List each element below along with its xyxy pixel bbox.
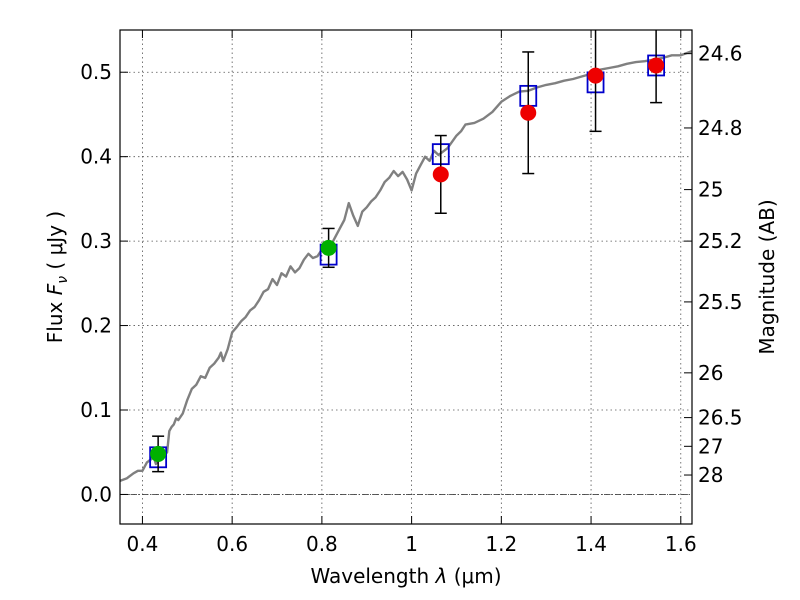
data-markers (149, 30, 666, 473)
x-axis-label: Wavelength λ (μm) (310, 564, 501, 588)
observed-flux-point (587, 67, 604, 84)
y-tick-label: 0.0 (80, 482, 112, 506)
observed-flux-point (432, 166, 449, 183)
x-tick-label: 1.6 (665, 532, 697, 556)
x-tick-label: 1 (405, 532, 418, 556)
plot-frame (119, 29, 693, 525)
observed-flux-point (150, 445, 167, 462)
magnitude-axis-ticks: 24.6 24.8 25 25.2 25.5 26 26.5 27 28 (684, 42, 743, 487)
model-spectrum-line (119, 49, 693, 483)
grid (120, 30, 692, 524)
magnitude-tick-label: 25 (698, 178, 723, 202)
magnitude-tick-label: 24.6 (698, 42, 743, 66)
y-tick-label: 0.4 (80, 145, 112, 169)
x-tick-label: 1.4 (575, 532, 607, 556)
x-tick-label: 1.2 (485, 532, 517, 556)
y-tick-label: 0.2 (80, 314, 112, 338)
magnitude-tick-label: 26.5 (698, 406, 743, 430)
magnitude-tick-label: 27 (698, 434, 723, 458)
magnitude-tick-label: 28 (698, 463, 723, 487)
y-tick-label: 0.1 (80, 398, 112, 422)
x-axis-ticks: 0.4 0.6 0.8 1 1.2 1.4 1.6 (127, 30, 697, 556)
x-tick-label: 0.4 (127, 532, 159, 556)
observed-flux-point (648, 57, 665, 74)
y-axis-ticks: 0.0 0.1 0.2 0.3 0.4 0.5 (80, 60, 128, 506)
magnitude-tick-label: 25.5 (698, 290, 743, 314)
magnitude-axis-label: Magnitude (AB) (755, 199, 779, 354)
magnitude-tick-label: 25.2 (698, 229, 743, 253)
magnitude-tick-label: 24.8 (698, 116, 743, 140)
y-tick-label: 0.5 (80, 60, 112, 84)
x-tick-label: 0.8 (306, 532, 338, 556)
marker-group (149, 30, 666, 473)
observed-flux-point (520, 104, 537, 121)
observed-flux-point (320, 239, 337, 256)
y-axis-label: Flux Fν ( μJy ) (43, 211, 71, 343)
x-tick-label: 0.6 (216, 532, 248, 556)
model-spectrum (119, 49, 693, 483)
magnitude-tick-label: 26 (698, 361, 723, 385)
y-tick-label: 0.3 (80, 229, 112, 253)
